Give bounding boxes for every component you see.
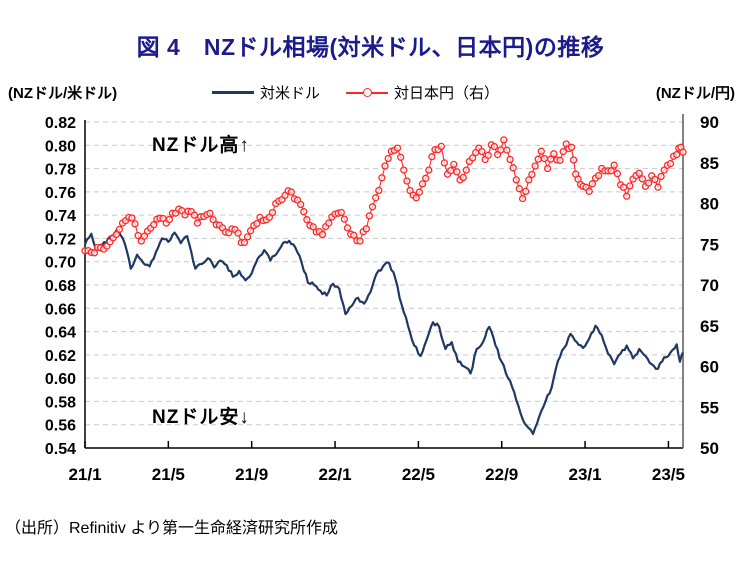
chart-title: 図 4 NZドル相場(対米ドル、日本円)の推移 — [136, 34, 605, 60]
legend-item-usd: 対米ドル — [212, 82, 320, 103]
svg-text:80: 80 — [700, 195, 719, 214]
svg-text:22/5: 22/5 — [402, 465, 435, 484]
svg-text:21/1: 21/1 — [68, 465, 101, 484]
right-axis-unit-label: (NZドル/円) — [655, 85, 735, 102]
svg-text:0.78: 0.78 — [45, 162, 76, 179]
svg-text:60: 60 — [700, 358, 719, 377]
svg-text:21/9: 21/9 — [235, 465, 268, 484]
svg-text:0.70: 0.70 — [45, 255, 76, 272]
svg-text:70: 70 — [700, 276, 719, 295]
navy-line-icon — [212, 91, 254, 94]
left-axis-unit-label: (NZドル/米ドル) — [8, 85, 118, 102]
svg-text:75: 75 — [700, 235, 719, 254]
svg-text:0.82: 0.82 — [45, 115, 76, 132]
legend-label-usd: 対米ドル — [260, 85, 321, 102]
svg-text:50: 50 — [700, 439, 719, 458]
svg-text:85: 85 — [700, 154, 719, 173]
legend-label-jpy: 対日本円（右） — [394, 85, 500, 102]
svg-text:0.58: 0.58 — [45, 394, 76, 411]
svg-text:0.60: 0.60 — [45, 371, 76, 388]
svg-text:65: 65 — [700, 317, 719, 336]
source-note: （出所）Refinitiv より第一生命経済研究所作成 — [5, 520, 339, 537]
svg-text:21/5: 21/5 — [152, 465, 185, 484]
svg-text:22/9: 22/9 — [485, 465, 518, 484]
svg-text:0.68: 0.68 — [45, 278, 76, 295]
svg-text:0.62: 0.62 — [45, 348, 76, 365]
svg-text:23/1: 23/1 — [569, 465, 602, 484]
annotation-nzd-low: NZドル安↓ — [152, 407, 250, 428]
svg-text:0.80: 0.80 — [45, 138, 76, 155]
svg-text:0.74: 0.74 — [45, 208, 76, 225]
circle-marker-icon — [362, 88, 372, 97]
chart-legend: 対米ドル 対日本円（右） — [212, 82, 499, 103]
svg-text:55: 55 — [700, 398, 719, 417]
legend-item-jpy: 対日本円（右） — [346, 82, 499, 103]
svg-text:0.54: 0.54 — [45, 441, 76, 458]
svg-text:0.64: 0.64 — [45, 325, 76, 342]
svg-text:22/1: 22/1 — [318, 465, 351, 484]
svg-text:90: 90 — [700, 113, 719, 132]
svg-text:0.66: 0.66 — [45, 301, 76, 318]
svg-text:23/5: 23/5 — [652, 465, 685, 484]
red-line-circle-icon — [346, 88, 389, 97]
svg-text:0.76: 0.76 — [45, 185, 76, 202]
svg-text:0.72: 0.72 — [45, 231, 76, 248]
svg-text:0.56: 0.56 — [45, 418, 76, 435]
annotation-nzd-high: NZドル高↑ — [152, 135, 250, 156]
